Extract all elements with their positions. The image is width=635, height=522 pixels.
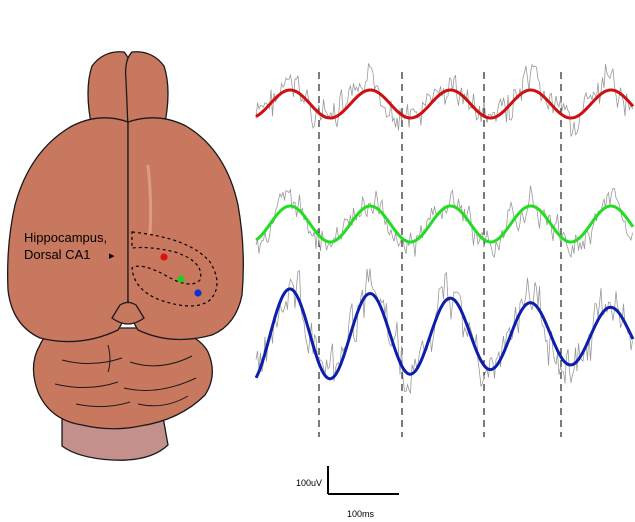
pointer-arrow-icon: ▸ [109,250,115,262]
theta-trace-1 [255,88,635,120]
electrode-dot-1 [160,253,168,261]
hippocampus-label-line1: Hippocampus, [24,230,107,245]
right-hemisphere [127,117,244,341]
midline-notch [111,301,145,325]
hippocampus-label-line2: Dorsal CA1 [24,247,90,262]
hemisphere-highlight [146,164,153,236]
scale-bar: 100uV 100ms [296,466,399,519]
phase-markers [318,72,562,437]
scale-bar-voltage-label: 100uV [296,478,322,488]
raw-trace-3 [255,268,633,394]
electrode-dot-3 [194,289,202,297]
olfactory-bulb-left [87,51,132,129]
theta-trace-3 [254,287,635,381]
left-hemisphere [6,117,129,343]
raw-trace-2 [255,185,633,259]
electrode-markers [160,253,202,297]
cerebellum [32,327,213,430]
theta-trace-2 [255,204,635,244]
olfactory-bulb-right [124,51,169,129]
cerebellum-folds [54,344,197,408]
raw-trace-1 [255,63,633,137]
hippocampus-outline [131,231,218,307]
scale-bar-time-label: 100ms [347,509,375,519]
brain-illustration [6,51,244,461]
filtered-theta-traces [254,88,635,381]
electrode-dot-2 [177,275,185,283]
